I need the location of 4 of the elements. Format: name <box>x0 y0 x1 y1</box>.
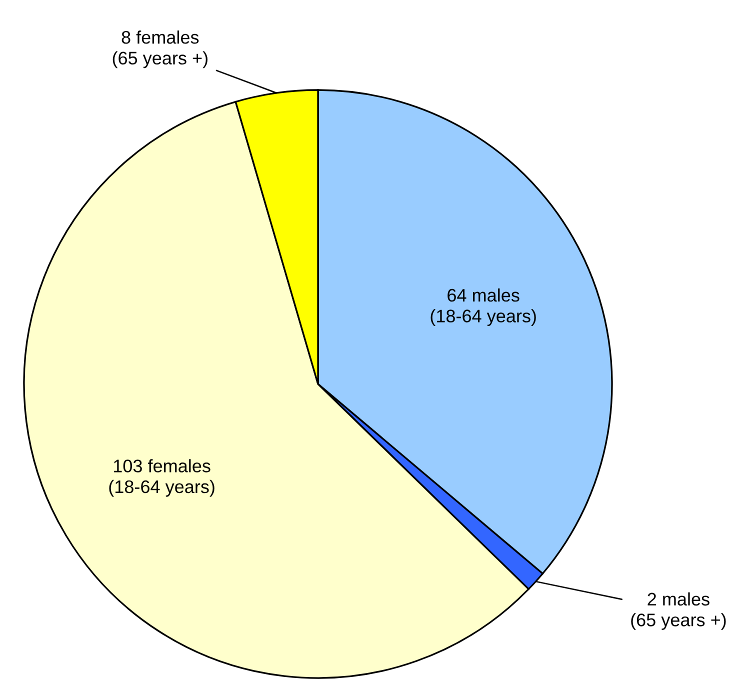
slice-label: 2 males (65 years +) <box>631 592 726 630</box>
slice-label: 103 females (18-64 years) <box>109 459 214 497</box>
slice-label: 8 females (65 years +) <box>112 30 208 68</box>
slice-label: 64 males (18-64 years) <box>430 288 536 326</box>
